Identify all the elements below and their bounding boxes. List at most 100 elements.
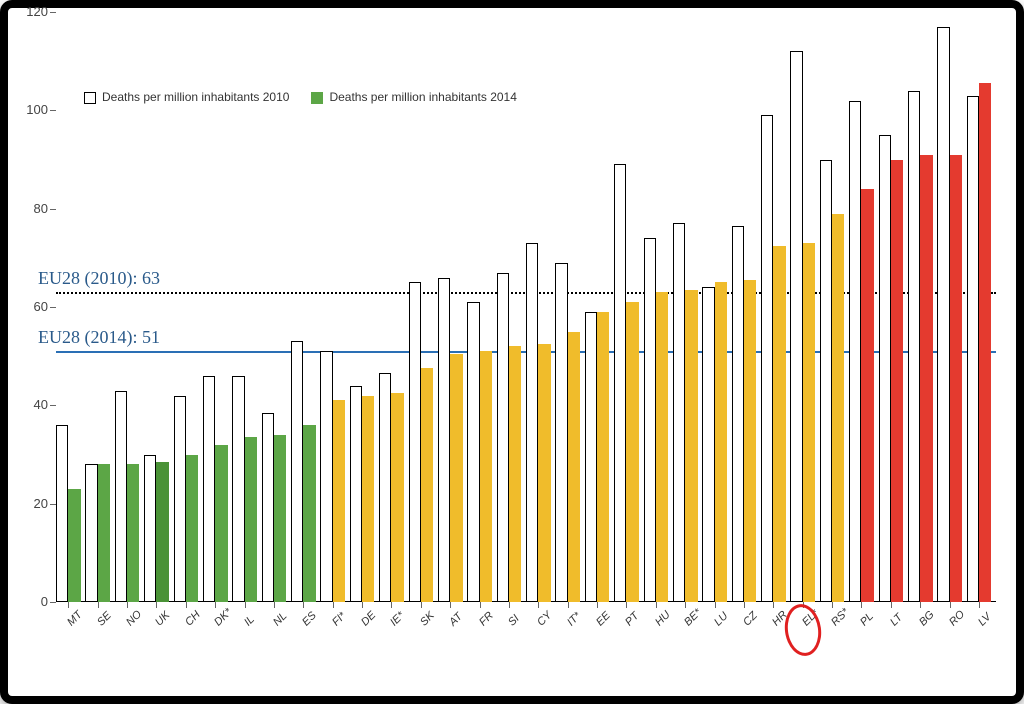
bar-2014 xyxy=(333,400,345,602)
y-tick-label: 120 xyxy=(12,4,48,19)
x-tick xyxy=(186,602,187,608)
bar-2014 xyxy=(480,351,492,602)
y-tick xyxy=(50,12,56,13)
bar-2014 xyxy=(538,344,550,602)
x-tick xyxy=(156,602,157,608)
bar-2010 xyxy=(614,164,626,602)
x-category-label: PL xyxy=(858,610,876,628)
legend-item: Deaths per million inhabitants 2010 xyxy=(84,90,289,104)
deaths-bar-chart: 020406080100120EU28 (2010): 63EU28 (2014… xyxy=(8,8,1016,696)
x-category-label: LU xyxy=(712,610,730,628)
bar-2010 xyxy=(262,413,274,602)
x-category-label: HU xyxy=(653,609,673,629)
bar-2014 xyxy=(98,464,110,602)
bar-2014 xyxy=(127,464,139,602)
x-tick xyxy=(68,602,69,608)
bar-2010 xyxy=(702,287,714,602)
bar-2014 xyxy=(832,214,844,602)
bar-2014 xyxy=(391,393,403,602)
x-tick xyxy=(538,602,539,608)
y-tick xyxy=(50,405,56,406)
bar-2010 xyxy=(320,351,332,602)
bar-2010 xyxy=(585,312,597,602)
bar-2014 xyxy=(68,489,80,602)
x-tick xyxy=(861,602,862,608)
bar-2014 xyxy=(186,455,198,603)
x-tick xyxy=(274,602,275,608)
bar-2014 xyxy=(715,282,727,602)
x-tick xyxy=(127,602,128,608)
x-tick xyxy=(715,602,716,608)
x-tick xyxy=(215,602,216,608)
x-tick xyxy=(303,602,304,608)
bar-2014 xyxy=(274,435,286,602)
bar-2010 xyxy=(85,464,97,602)
x-tick xyxy=(656,602,657,608)
x-tick xyxy=(685,602,686,608)
bar-2014 xyxy=(303,425,315,602)
bar-2010 xyxy=(644,238,656,602)
x-tick xyxy=(362,602,363,608)
y-tick-label: 0 xyxy=(12,594,48,609)
x-category-label: MT xyxy=(65,609,85,629)
bar-2010 xyxy=(849,101,861,603)
bar-2014 xyxy=(773,246,785,602)
chart-frame: 020406080100120EU28 (2010): 63EU28 (2014… xyxy=(0,0,1024,704)
bar-2014 xyxy=(656,292,668,602)
x-tick xyxy=(333,602,334,608)
bar-2010 xyxy=(937,27,949,602)
legend-swatch-icon xyxy=(311,92,323,104)
x-category-label: FR xyxy=(477,610,496,629)
bar-2010 xyxy=(497,273,509,602)
bar-2010 xyxy=(820,160,832,603)
x-category-label: BG xyxy=(917,609,937,629)
bar-2014 xyxy=(950,155,962,602)
x-tick xyxy=(391,602,392,608)
bar-2010 xyxy=(908,91,920,602)
x-category-label: EE xyxy=(594,610,613,629)
x-tick xyxy=(450,602,451,608)
x-category-label: LV xyxy=(976,611,994,629)
x-category-label: BE* xyxy=(682,607,704,629)
bar-2014 xyxy=(450,354,462,602)
bar-2010 xyxy=(203,376,215,602)
bar-2010 xyxy=(56,425,68,602)
x-category-label: SI xyxy=(506,613,522,629)
x-tick xyxy=(832,602,833,608)
x-tick xyxy=(744,602,745,608)
x-tick xyxy=(98,602,99,608)
bar-2014 xyxy=(979,83,991,602)
bar-2010 xyxy=(350,386,362,602)
x-category-label: NO xyxy=(124,608,144,628)
x-category-label: IT* xyxy=(565,610,583,628)
x-tick xyxy=(568,602,569,608)
bar-2010 xyxy=(732,226,744,602)
bar-2010 xyxy=(291,341,303,602)
x-category-label: RS* xyxy=(829,606,851,628)
x-category-label: DE xyxy=(359,609,378,628)
bar-2014 xyxy=(156,462,168,602)
x-category-label: ES xyxy=(300,610,319,629)
bar-2014 xyxy=(891,160,903,603)
x-tick xyxy=(950,602,951,608)
highlight-ellipse xyxy=(781,602,824,659)
bar-2014 xyxy=(421,368,433,602)
bar-2010 xyxy=(144,455,156,603)
bar-2014 xyxy=(861,189,873,602)
y-tick xyxy=(50,209,56,210)
x-category-label: IL xyxy=(242,614,257,629)
bar-2014 xyxy=(597,312,609,602)
legend-item: Deaths per million inhabitants 2014 xyxy=(311,90,516,104)
bar-2010 xyxy=(438,278,450,603)
x-category-label: NL xyxy=(271,610,289,628)
bar-2014 xyxy=(626,302,638,602)
bar-2014 xyxy=(744,280,756,602)
legend-swatch-icon xyxy=(84,92,96,104)
x-tick xyxy=(480,602,481,608)
x-category-label: AT xyxy=(447,611,465,629)
bar-2010 xyxy=(555,263,567,602)
bar-2014 xyxy=(362,396,374,603)
x-tick xyxy=(597,602,598,608)
bar-2010 xyxy=(174,396,186,603)
chart-outer-border: 020406080100120EU28 (2010): 63EU28 (2014… xyxy=(0,0,1024,704)
